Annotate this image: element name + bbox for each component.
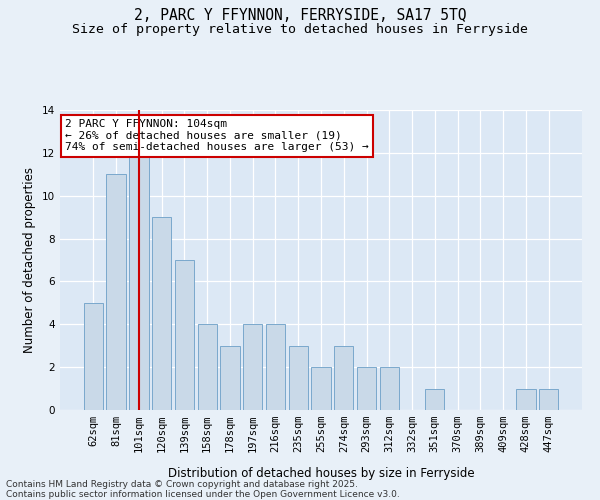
Bar — [380, 367, 399, 410]
Bar — [266, 324, 285, 410]
Text: Distribution of detached houses by size in Ferryside: Distribution of detached houses by size … — [167, 467, 475, 480]
Bar — [425, 388, 445, 410]
Text: Size of property relative to detached houses in Ferryside: Size of property relative to detached ho… — [72, 22, 528, 36]
Bar — [220, 346, 239, 410]
Text: 2, PARC Y FFYNNON, FERRYSIDE, SA17 5TQ: 2, PARC Y FFYNNON, FERRYSIDE, SA17 5TQ — [134, 8, 466, 22]
Bar — [129, 153, 149, 410]
Bar — [106, 174, 126, 410]
Bar — [311, 367, 331, 410]
Bar — [243, 324, 262, 410]
Y-axis label: Number of detached properties: Number of detached properties — [23, 167, 37, 353]
Text: Contains HM Land Registry data © Crown copyright and database right 2025.
Contai: Contains HM Land Registry data © Crown c… — [6, 480, 400, 499]
Bar — [289, 346, 308, 410]
Bar — [152, 217, 172, 410]
Bar — [84, 303, 103, 410]
Text: 2 PARC Y FFYNNON: 104sqm
← 26% of detached houses are smaller (19)
74% of semi-d: 2 PARC Y FFYNNON: 104sqm ← 26% of detach… — [65, 119, 369, 152]
Bar — [539, 388, 558, 410]
Bar — [357, 367, 376, 410]
Bar — [516, 388, 536, 410]
Bar — [175, 260, 194, 410]
Bar — [197, 324, 217, 410]
Bar — [334, 346, 353, 410]
